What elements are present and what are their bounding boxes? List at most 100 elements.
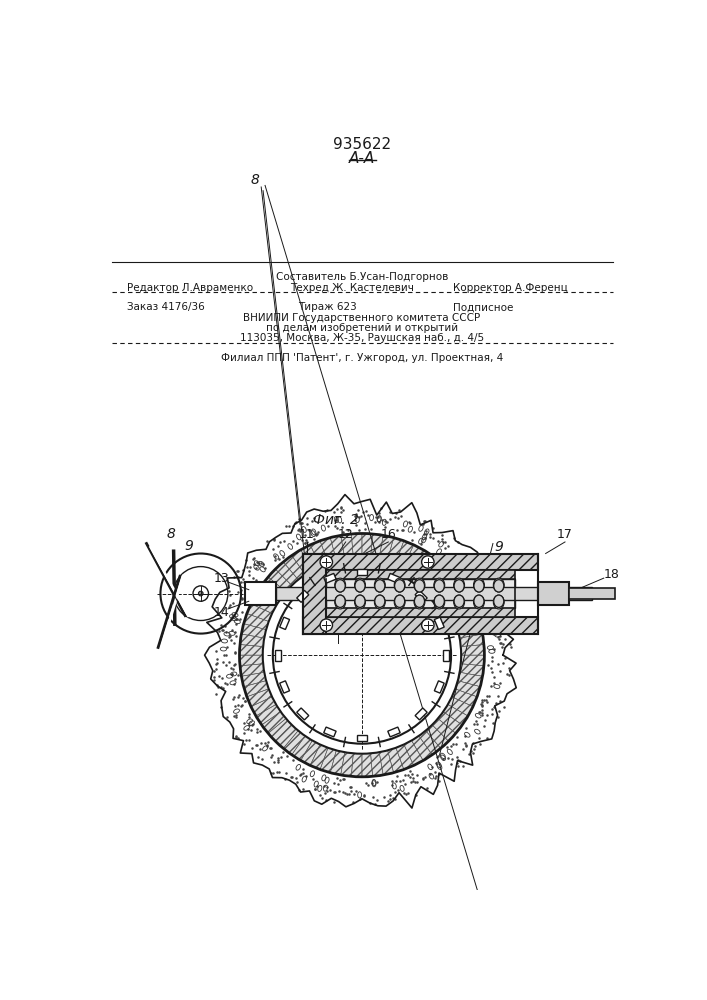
Bar xyxy=(327,608,515,617)
Bar xyxy=(356,569,368,575)
Bar xyxy=(297,590,309,602)
Ellipse shape xyxy=(454,578,464,592)
Bar xyxy=(324,573,336,583)
Wedge shape xyxy=(426,562,448,585)
Wedge shape xyxy=(256,585,281,606)
Text: Фиг. 3: Фиг. 3 xyxy=(381,642,427,656)
Wedge shape xyxy=(284,731,305,755)
Wedge shape xyxy=(455,681,480,697)
Wedge shape xyxy=(432,569,456,592)
Ellipse shape xyxy=(395,578,405,592)
Bar xyxy=(276,587,592,600)
Wedge shape xyxy=(351,753,362,777)
Wedge shape xyxy=(275,562,298,585)
Bar xyxy=(356,735,368,741)
Polygon shape xyxy=(240,533,484,777)
Wedge shape xyxy=(362,533,373,557)
Circle shape xyxy=(320,556,332,568)
Bar xyxy=(297,708,309,720)
Bar xyxy=(387,573,400,583)
Bar xyxy=(434,681,444,693)
Text: 8: 8 xyxy=(250,173,259,187)
Bar xyxy=(280,617,290,629)
Wedge shape xyxy=(419,731,440,755)
Wedge shape xyxy=(275,725,298,748)
Wedge shape xyxy=(247,604,272,621)
Ellipse shape xyxy=(474,595,484,607)
Bar xyxy=(443,650,449,661)
Wedge shape xyxy=(320,748,337,773)
Ellipse shape xyxy=(434,595,444,607)
Ellipse shape xyxy=(334,578,346,592)
Bar xyxy=(303,554,538,570)
Bar xyxy=(275,650,281,661)
Wedge shape xyxy=(244,614,269,630)
Circle shape xyxy=(199,591,203,596)
Wedge shape xyxy=(448,697,473,716)
Wedge shape xyxy=(300,741,320,765)
Wedge shape xyxy=(455,614,480,630)
Text: 9: 9 xyxy=(185,539,194,553)
Text: 14: 14 xyxy=(214,606,230,619)
Text: Составитель Б.Усан-Подгорнов: Составитель Б.Усан-Подгорнов xyxy=(276,272,448,282)
Bar xyxy=(415,708,427,720)
Wedge shape xyxy=(292,736,312,761)
Wedge shape xyxy=(432,719,456,741)
Wedge shape xyxy=(268,569,292,592)
Wedge shape xyxy=(300,545,320,570)
Bar xyxy=(327,579,515,608)
Ellipse shape xyxy=(335,580,345,592)
Ellipse shape xyxy=(454,595,464,607)
Wedge shape xyxy=(320,538,337,563)
Wedge shape xyxy=(379,750,394,775)
Text: ВНИИПИ Государственного комитета СССР: ВНИИПИ Государственного комитета СССР xyxy=(243,313,481,323)
Wedge shape xyxy=(362,753,373,777)
Wedge shape xyxy=(240,634,264,647)
Ellipse shape xyxy=(414,595,425,609)
Wedge shape xyxy=(461,655,484,666)
Text: 13: 13 xyxy=(214,572,230,585)
Text: Корректор А.Ференц: Корректор А.Ференц xyxy=(452,283,568,293)
Wedge shape xyxy=(341,752,354,776)
Ellipse shape xyxy=(355,578,366,592)
Wedge shape xyxy=(387,538,404,563)
Wedge shape xyxy=(438,577,462,599)
Text: Тираж 623: Тираж 623 xyxy=(298,302,356,312)
Text: 9: 9 xyxy=(495,540,503,554)
Text: Фиг. 2: Фиг. 2 xyxy=(313,513,359,527)
Wedge shape xyxy=(341,534,354,558)
Ellipse shape xyxy=(375,578,385,592)
Ellipse shape xyxy=(454,580,464,592)
Bar xyxy=(245,582,276,605)
Wedge shape xyxy=(330,750,345,775)
Ellipse shape xyxy=(454,595,464,609)
Ellipse shape xyxy=(375,595,385,609)
Ellipse shape xyxy=(474,595,484,609)
Wedge shape xyxy=(284,555,305,580)
Wedge shape xyxy=(251,594,276,613)
Wedge shape xyxy=(452,604,477,621)
Text: 113035, Москва, Ж-35, Раушская наб., д. 4/5: 113035, Москва, Ж-35, Раушская наб., д. … xyxy=(240,333,484,343)
Bar xyxy=(415,590,427,602)
Ellipse shape xyxy=(414,580,424,592)
Circle shape xyxy=(421,619,434,631)
Wedge shape xyxy=(443,585,468,606)
Wedge shape xyxy=(241,672,266,687)
Text: 8: 8 xyxy=(167,527,176,541)
Ellipse shape xyxy=(355,595,366,609)
Text: Заказ 4176/36: Заказ 4176/36 xyxy=(127,302,205,312)
Text: по делам изобретений и открытий: по делам изобретений и открытий xyxy=(266,323,458,333)
Wedge shape xyxy=(387,748,404,773)
Bar xyxy=(327,570,515,579)
Wedge shape xyxy=(404,741,423,765)
Wedge shape xyxy=(419,555,440,580)
Wedge shape xyxy=(411,550,432,574)
Polygon shape xyxy=(204,495,516,808)
Wedge shape xyxy=(240,664,264,676)
Ellipse shape xyxy=(414,595,424,607)
Bar xyxy=(569,588,615,599)
Wedge shape xyxy=(404,545,423,570)
Bar xyxy=(434,617,444,629)
Ellipse shape xyxy=(434,578,445,592)
Ellipse shape xyxy=(493,578,504,592)
